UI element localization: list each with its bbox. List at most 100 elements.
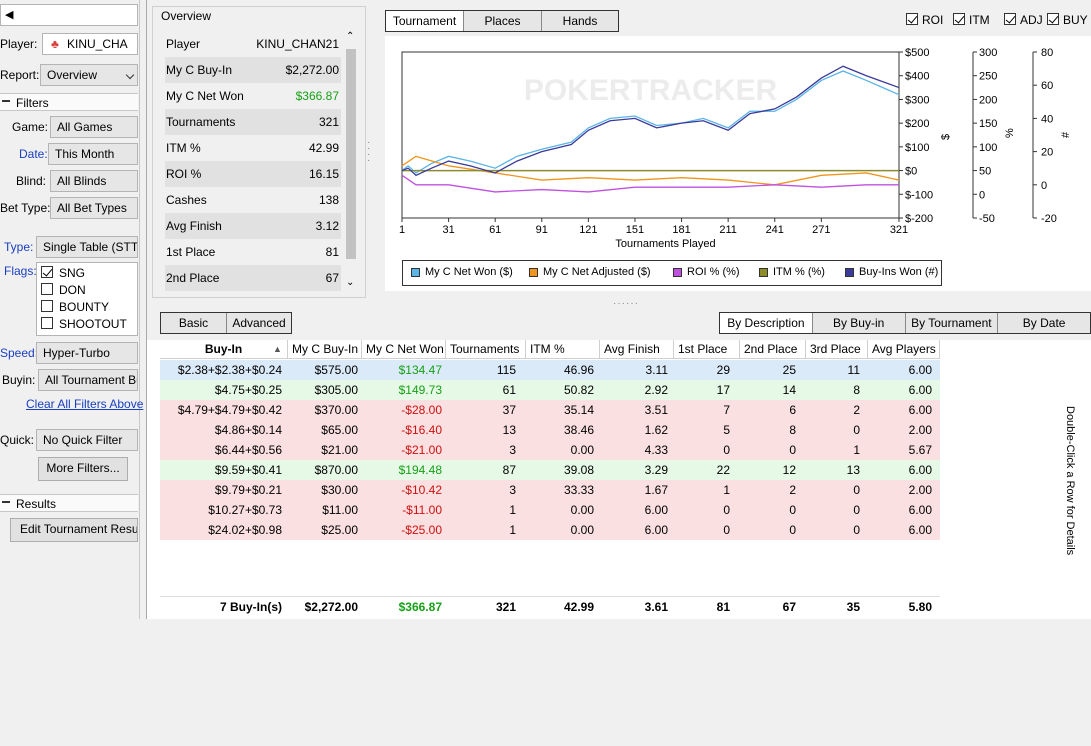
don-checkbox[interactable] bbox=[41, 283, 53, 295]
scroll-up-icon[interactable]: ⌃ bbox=[346, 31, 355, 42]
sidebar-top-bar[interactable]: ◀ bbox=[0, 4, 138, 26]
x-tick-label: 321 bbox=[890, 224, 908, 236]
tab-hands[interactable]: Hands bbox=[542, 11, 618, 31]
player-select[interactable]: ♣ KINU_CHA bbox=[42, 33, 138, 55]
chart-area: POKERTRACKER 1 31 61 91 121 151 181 211 241 271 321… bbox=[385, 36, 1091, 291]
y2-tick-label: 200 bbox=[979, 94, 997, 106]
scroll-down-icon[interactable]: ⌄ bbox=[346, 277, 355, 288]
scrollbar-thumb[interactable] bbox=[346, 49, 356, 259]
speed-filter-button[interactable]: Hyper-Turbo bbox=[36, 342, 138, 364]
blind-filter-button[interactable]: All Blinds bbox=[50, 170, 138, 192]
table-row[interactable]: $4.75+$0.25 $305.00 $149.73 61 50.82 2.92 17 14… bbox=[160, 380, 940, 400]
column-header[interactable]: Avg Players bbox=[868, 340, 940, 359]
table-cell: 0 bbox=[853, 503, 860, 517]
y1-tick-label: $0 bbox=[905, 166, 917, 178]
tab-places[interactable]: Places bbox=[464, 11, 542, 31]
tab-tournament[interactable]: Tournament bbox=[386, 11, 464, 31]
overview-row-value: 81 bbox=[325, 245, 339, 259]
type-label[interactable]: Type: bbox=[4, 240, 34, 254]
shootout-checkbox[interactable] bbox=[41, 317, 53, 329]
y1-axis-label: $ bbox=[940, 134, 952, 140]
results-section-header[interactable]: Results bbox=[0, 494, 138, 512]
x-tick-label: 181 bbox=[672, 224, 690, 236]
tab-basic[interactable]: Basic bbox=[161, 313, 227, 333]
quick-filter-button[interactable]: No Quick Filter bbox=[36, 429, 138, 451]
overview-row-label: Avg Finish bbox=[166, 219, 222, 233]
legend-label[interactable]: My C Net Won ($) bbox=[425, 266, 513, 278]
date-filter-button[interactable]: This Month bbox=[48, 143, 138, 165]
report-select[interactable]: Overview bbox=[40, 64, 138, 86]
y3-tick-label: 80 bbox=[1041, 47, 1053, 59]
table-row[interactable]: $9.59+$0.41 $870.00 $194.48 87 39.08 3.29 22 12… bbox=[160, 460, 940, 480]
bounty-checkbox[interactable] bbox=[41, 300, 53, 312]
itm-toggle-checkbox[interactable] bbox=[953, 13, 965, 25]
legend-label[interactable]: Buy-Ins Won (#) bbox=[859, 266, 939, 278]
column-header[interactable]: Avg Finish bbox=[600, 340, 674, 359]
adj-toggle-checkbox[interactable] bbox=[1004, 13, 1016, 25]
table-row[interactable]: $2.38+$2.38+$0.24 $575.00 $134.47 115 46.96 3… bbox=[160, 360, 940, 380]
legend-label[interactable]: ROI % (%) bbox=[687, 266, 740, 278]
more-filters-button[interactable]: More Filters... bbox=[38, 457, 128, 481]
table-row[interactable]: $24.02+$0.98 $25.00 -$25.00 1 0.00 6.00 0 0 0 6.0… bbox=[160, 520, 940, 540]
tab-by-tournament[interactable]: By Tournament bbox=[905, 313, 999, 333]
tab-advanced[interactable]: Advanced bbox=[227, 313, 291, 333]
speed-label[interactable]: Speed: bbox=[0, 346, 39, 360]
totals-cell: 5.80 bbox=[908, 600, 932, 614]
tab-by-date[interactable]: By Date bbox=[998, 313, 1090, 333]
type-filter-button[interactable]: Single Table (STT) bbox=[36, 236, 138, 258]
x-tick-label: 241 bbox=[766, 224, 784, 236]
table-totals-row: 7 Buy-In(s) $2,272.00 $366.87 321 42.99 3.61 8… bbox=[160, 596, 940, 616]
results-title: Results bbox=[16, 497, 57, 511]
column-header[interactable]: My C Net Won bbox=[362, 340, 446, 359]
y2-tick-label: -50 bbox=[979, 213, 995, 225]
table-cell: 8 bbox=[853, 383, 860, 397]
legend-swatch bbox=[411, 268, 420, 277]
table-row[interactable]: $6.44+$0.56 $21.00 -$21.00 3 0.00 4.33 0 0 1 5.67 bbox=[160, 440, 940, 460]
table-cell: 3.51 bbox=[644, 403, 668, 417]
column-header[interactable]: Buy-In bbox=[160, 340, 288, 359]
column-header[interactable]: 1st Place bbox=[674, 340, 740, 359]
chevron-left-icon[interactable]: ◀ bbox=[5, 9, 14, 21]
legend-label[interactable]: ITM % (%) bbox=[773, 266, 825, 278]
overview-row-label: Tournaments bbox=[166, 115, 236, 129]
y1-tick-label: $-200 bbox=[905, 213, 933, 225]
overview-row: My C Net Won $366.87 bbox=[165, 83, 341, 109]
vertical-grip-icon[interactable]: · · · · bbox=[367, 137, 371, 166]
table-cell: 115 bbox=[496, 363, 516, 377]
overview-row: Tournaments 321 bbox=[165, 109, 341, 135]
sort-asc-icon[interactable]: ▲ bbox=[273, 344, 282, 354]
table-cell: 38.46 bbox=[563, 423, 594, 437]
date-label[interactable]: Date: bbox=[19, 147, 48, 161]
overview-scrollbar[interactable]: ⌃ ⌄ bbox=[345, 31, 357, 293]
column-header[interactable]: Tournaments bbox=[446, 340, 526, 359]
buyin-filter-button[interactable]: All Tournament Bu bbox=[38, 369, 138, 391]
overview-row-label: ROI % bbox=[166, 167, 202, 181]
column-header[interactable]: My C Buy-In bbox=[288, 340, 362, 359]
sng-checkbox[interactable] bbox=[41, 266, 53, 278]
legend-label[interactable]: My C Net Adjusted ($) bbox=[543, 266, 651, 278]
tab-by-buyin[interactable]: By Buy-in bbox=[812, 313, 906, 333]
table-cell: 39.08 bbox=[563, 463, 594, 477]
flags-label[interactable]: Flags: bbox=[4, 264, 37, 278]
table-row[interactable]: $4.86+$0.14 $65.00 -$16.40 13 38.46 1.62 5 8 0 2.… bbox=[160, 420, 940, 440]
overview-row-label: My C Buy-In bbox=[166, 63, 233, 77]
table-row[interactable]: $9.79+$0.21 $30.00 -$10.42 3 33.33 1.67 1 2 0 2.0… bbox=[160, 480, 940, 500]
game-filter-button[interactable]: All Games bbox=[50, 116, 138, 138]
table-cell: 61 bbox=[502, 383, 516, 397]
table-cell: 6.00 bbox=[908, 363, 932, 377]
column-header[interactable]: 2nd Place bbox=[740, 340, 806, 359]
buy-toggle-checkbox[interactable] bbox=[1047, 13, 1059, 25]
bettype-filter-button[interactable]: All Bet Types bbox=[50, 197, 138, 219]
splitter[interactable]: ······ bbox=[147, 298, 1091, 314]
roi-toggle-checkbox[interactable] bbox=[906, 13, 918, 25]
clear-filters-link[interactable]: Clear All Filters Above bbox=[26, 397, 144, 411]
table-row[interactable]: $10.27+$0.73 $11.00 -$11.00 1 0.00 6.00 0 0 0 6.0… bbox=[160, 500, 940, 520]
x-tick-label: 31 bbox=[442, 224, 454, 236]
column-header[interactable]: 3rd Place bbox=[806, 340, 868, 359]
filters-section-header[interactable]: Filters bbox=[0, 93, 138, 111]
table-cell: $9.59+$0.41 bbox=[214, 463, 282, 477]
table-row[interactable]: $4.79+$4.79+$0.42 $370.00 -$28.00 37 35.14 3.… bbox=[160, 400, 940, 420]
tab-by-description[interactable]: By Description bbox=[720, 313, 813, 333]
edit-results-button[interactable]: Edit Tournament Resul bbox=[10, 518, 138, 542]
column-header[interactable]: ITM % bbox=[526, 340, 600, 359]
